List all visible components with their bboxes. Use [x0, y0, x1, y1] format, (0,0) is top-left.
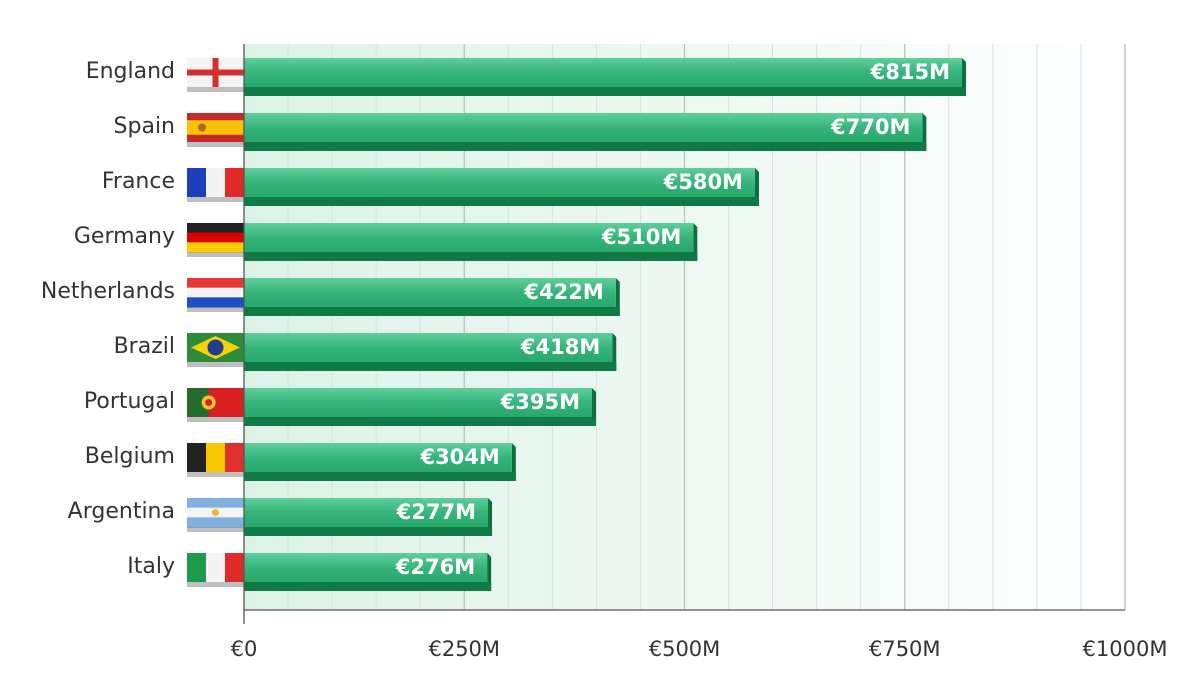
- england-flag-icon: [187, 58, 244, 92]
- brazil-flag-icon: [187, 333, 244, 367]
- category-label: Italy: [127, 554, 175, 579]
- category-label: Spain: [114, 114, 175, 139]
- bar-value-label: €815M: [870, 60, 950, 84]
- bar: [244, 168, 755, 197]
- bar-shadow: [244, 582, 492, 591]
- bar: [244, 553, 488, 582]
- bar-side: [511, 443, 516, 481]
- bar-shadow: [244, 142, 927, 151]
- bar-value-label: €276M: [395, 555, 475, 579]
- x-tick-labels: €0 €250M €500M €750M €1000M: [231, 637, 1168, 661]
- bar-value-label: €277M: [396, 500, 476, 524]
- flags: [187, 58, 245, 587]
- france-flag-icon: [187, 168, 245, 202]
- spain-flag-icon: [187, 113, 244, 147]
- x-tick-label: €0: [231, 637, 258, 661]
- bar-side: [754, 168, 759, 206]
- x-tick-label: €500M: [649, 637, 721, 661]
- category-label: Argentina: [68, 499, 175, 524]
- x-tick-label: €750M: [869, 637, 941, 661]
- argentina-flag-icon: [187, 498, 244, 532]
- category-label: Brazil: [114, 334, 175, 359]
- bar-shadow: [244, 472, 516, 481]
- bar: [244, 58, 963, 87]
- bar: [244, 223, 694, 252]
- bar-side: [488, 498, 493, 536]
- category-label: France: [102, 169, 175, 194]
- category-label: Germany: [74, 224, 175, 249]
- bar-value-label: €395M: [500, 390, 580, 414]
- bar: [244, 278, 616, 307]
- bar-shadow: [244, 87, 967, 96]
- bar: [244, 333, 613, 362]
- category-label: Portugal: [84, 389, 175, 414]
- bar-side: [591, 388, 596, 426]
- bar-shadow: [244, 362, 617, 371]
- bar: [244, 113, 923, 142]
- bar-value-label: €510M: [601, 225, 681, 249]
- bar-value-label: €304M: [419, 445, 499, 469]
- bar-side: [922, 113, 927, 151]
- bar: [244, 443, 512, 472]
- bar-value-label: €422M: [523, 280, 603, 304]
- axes: [243, 44, 1125, 624]
- bar-side: [615, 278, 620, 316]
- category-label: Belgium: [85, 444, 175, 469]
- germany-flag-icon: [187, 223, 244, 257]
- category-labels: England Spain France Germany Netherlands Braz…: [41, 59, 175, 579]
- x-tick-label: €1000M: [1083, 637, 1168, 661]
- italy-flag-icon: [187, 553, 245, 587]
- bar-value-label: €580M: [663, 170, 743, 194]
- bar-shadow: [244, 527, 493, 536]
- bar-shadow: [244, 307, 620, 316]
- category-label: Netherlands: [41, 279, 175, 304]
- bars: €815M €770M €580M €510M €422M €418M €395M €304M…: [244, 58, 967, 591]
- bar: [244, 498, 489, 527]
- bar-side: [487, 553, 492, 591]
- bar: [244, 388, 592, 417]
- netherlands-flag-icon: [187, 278, 244, 312]
- belgium-flag-icon: [187, 443, 245, 477]
- bar-shadow: [244, 417, 596, 426]
- bar-value-label: €770M: [830, 115, 910, 139]
- bar-side: [612, 333, 617, 371]
- bar-shadow: [244, 252, 698, 261]
- bar-side: [693, 223, 698, 261]
- x-tick-label: €250M: [428, 637, 500, 661]
- bar-value-label: €418M: [520, 335, 600, 359]
- category-label: England: [86, 59, 175, 84]
- bar-side: [962, 58, 967, 96]
- portugal-flag-icon: [187, 388, 244, 422]
- bar-shadow: [244, 197, 759, 206]
